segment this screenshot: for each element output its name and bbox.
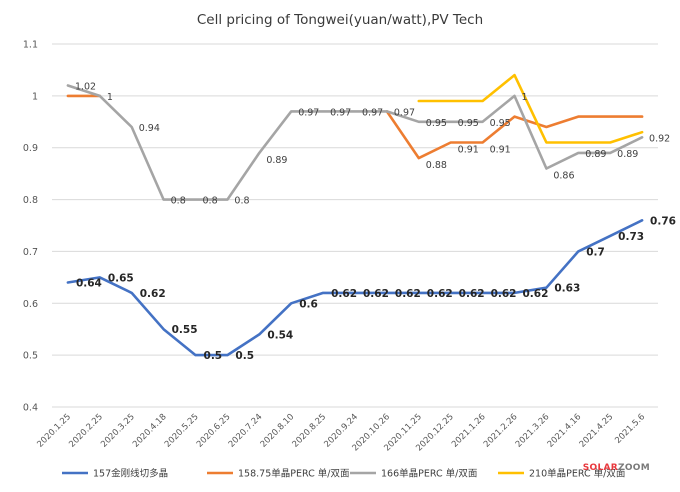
data-label: 0.89 [617, 149, 638, 160]
data-label: 0.5 [204, 350, 223, 362]
series-line-3 [417, 73, 644, 144]
y-tick-label: 1 [32, 91, 38, 102]
data-label: 0.91 [458, 145, 479, 156]
data-label: 1 [107, 92, 113, 103]
data-label: 0.97 [298, 107, 319, 118]
watermark-part-2: ZOOM [618, 463, 650, 473]
data-label: 0.62 [427, 288, 453, 300]
y-tick-label: 0.4 [23, 403, 38, 414]
data-label: 0.91 [490, 145, 511, 156]
data-label: 0.92 [649, 133, 670, 144]
y-tick-label: 1.1 [23, 40, 38, 51]
data-label: 0.8 [203, 196, 218, 207]
data-label: 0.89 [585, 149, 606, 160]
legend-label: 157金刚线切多晶 [93, 468, 168, 480]
data-label: 0.62 [140, 288, 166, 300]
data-label: 0.7 [586, 246, 605, 258]
legend-label: 166单晶PERC 单/双面 [381, 468, 477, 480]
data-label: 0.62 [522, 288, 548, 300]
data-label: 0.97 [330, 107, 351, 118]
y-tick-label: 0.6 [23, 299, 38, 310]
legend-label: 158.75单晶PERC 单/双面 [238, 468, 349, 480]
y-tick-label: 0.5 [23, 351, 38, 362]
data-label: 0.6 [299, 298, 318, 310]
gridlines [52, 43, 658, 408]
data-label: 0.97 [362, 107, 383, 118]
series-line-0 [66, 219, 644, 357]
data-label: 1 [521, 92, 527, 103]
watermark: SOLARZOOM [583, 463, 650, 473]
data-label: 0.65 [108, 272, 134, 284]
y-tick-label: 0.8 [23, 195, 38, 206]
data-label: 0.62 [459, 288, 485, 300]
data-label: 0.62 [491, 288, 517, 300]
data-label: 0.88 [426, 160, 447, 171]
legend: 157金刚线切多晶 158.75单晶PERC 单/双面 166单晶PERC 单/双面… [62, 468, 625, 480]
data-label: 0.55 [172, 324, 198, 336]
data-label: 0.54 [267, 329, 293, 341]
y-tick-label: 0.9 [23, 143, 38, 154]
series-lines [66, 73, 644, 357]
data-label: 0.73 [618, 231, 644, 243]
data-label: 0.76 [650, 215, 676, 227]
data-label: 0.8 [171, 196, 186, 207]
data-label: 0.95 [426, 118, 447, 129]
data-label: 0.64 [76, 278, 102, 290]
legend-label: 210单晶PERC 单/双面 [529, 468, 625, 480]
data-label: 1.02 [75, 81, 96, 92]
data-label: 0.95 [490, 118, 511, 129]
data-labels: 0.64 0.65 0.62 0.55 0.5 0.5 0.54 0.6 0.62 0.62 0.6… [75, 81, 676, 362]
data-label: 0.95 [458, 118, 479, 129]
y-axis-ticks: 0.4 0.5 0.6 0.7 0.8 0.9 1 1.1 [23, 40, 38, 414]
y-tick-label: 0.7 [23, 247, 38, 258]
x-axis-ticks: 2020.1.252020.2.252020.3.252020.4.182020… [35, 412, 647, 453]
data-label: 0.97 [394, 107, 415, 118]
data-label: 0.86 [553, 170, 574, 181]
series-line-1 [66, 94, 644, 160]
watermark-part-1: SOLAR [583, 463, 618, 473]
series-line-2 [66, 84, 644, 201]
data-label: 0.62 [331, 288, 357, 300]
data-label: 0.62 [363, 288, 389, 300]
chart-title: Cell pricing of Tongwei(yuan/watt),PV Te… [197, 12, 483, 28]
data-label: 0.5 [235, 350, 254, 362]
x-tick-label: 2021.4.25 [578, 412, 616, 450]
data-label: 0.8 [234, 196, 249, 207]
data-label: 0.63 [554, 283, 580, 295]
data-label: 0.62 [395, 288, 421, 300]
x-tick-label: 2021.5.6 [613, 412, 647, 446]
data-label: 0.89 [266, 155, 287, 166]
data-label: 0.94 [139, 123, 160, 134]
